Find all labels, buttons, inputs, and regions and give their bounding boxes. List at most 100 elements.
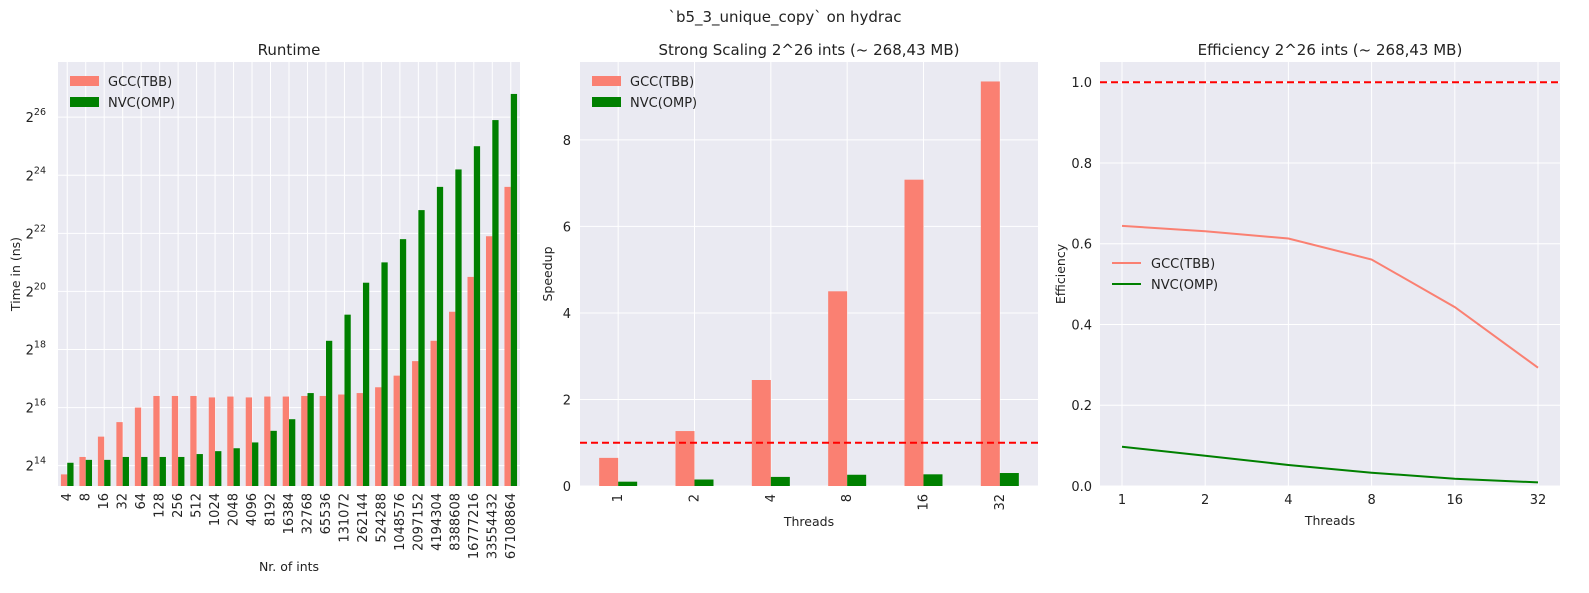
bar-gcc	[171, 395, 179, 486]
y-tick-label: 0.8	[1071, 157, 1092, 172]
bar-gcc	[227, 396, 234, 486]
y-tick-label: 0.4	[1071, 318, 1092, 333]
bar-nvc	[381, 262, 388, 486]
y-axis-label: Time in (ns)	[8, 237, 23, 312]
legend-label: GCC(TBB)	[1151, 257, 1215, 272]
bar-gcc	[116, 422, 123, 486]
bar-gcc	[264, 396, 271, 486]
y-tick-label: 4	[563, 307, 571, 322]
panel-title: Runtime	[258, 41, 321, 59]
bar-gcc	[751, 380, 771, 486]
x-tick-label: 16384	[282, 493, 297, 534]
x-tick-label: 2	[1201, 493, 1209, 508]
x-tick-label: 2097152	[411, 493, 426, 551]
bar-gcc	[301, 395, 308, 486]
x-tick-label: 524288	[374, 493, 389, 543]
legend-label: GCC(TBB)	[630, 75, 694, 90]
x-tick-label: 256	[171, 493, 186, 518]
bar-nvc	[362, 282, 370, 486]
x-tick-label: 1024	[208, 493, 223, 526]
bar-nvc	[196, 454, 203, 486]
x-axis-label: Nr. of ints	[259, 559, 319, 574]
bar-gcc	[412, 361, 419, 486]
bar-nvc	[85, 459, 93, 486]
bar-gcc	[190, 395, 197, 486]
x-tick-label: 4	[764, 494, 779, 502]
bar-nvc	[618, 481, 638, 486]
y-tick-label: 0.6	[1071, 238, 1092, 253]
y-axis-label: Efficiency	[1053, 243, 1068, 304]
x-tick-label: 32	[993, 494, 1008, 511]
x-tick-label: 1048576	[393, 493, 408, 551]
y-tick-label: 1.0	[1071, 76, 1092, 91]
bar-nvc	[178, 456, 185, 486]
x-tick-label: 4	[1284, 493, 1292, 508]
x-tick-label: 131072	[337, 493, 352, 543]
x-tick-label: 4	[60, 493, 75, 501]
x-tick-label: 2	[688, 494, 703, 502]
x-tick-label: 33554432	[485, 493, 500, 559]
legend-swatch	[592, 97, 621, 107]
bar-nvc	[252, 442, 259, 486]
x-tick-label: 65536	[319, 493, 334, 534]
bar-nvc	[999, 473, 1019, 486]
y-tick-label: 8	[563, 134, 571, 149]
bar-nvc	[215, 451, 222, 486]
legend-swatch	[70, 76, 99, 86]
bar-gcc	[449, 311, 456, 486]
bar-gcc	[599, 457, 619, 486]
panel-title: Strong Scaling 2^26 ints (~ 268,43 MB)	[659, 41, 960, 59]
bar-gcc	[245, 397, 253, 486]
bar-gcc	[153, 395, 160, 486]
x-tick-label: 16	[1447, 493, 1464, 508]
bar-gcc	[375, 387, 382, 486]
bar-nvc	[307, 393, 314, 486]
x-tick-label: 8	[1367, 493, 1375, 508]
y-tick-label: 0.0	[1071, 480, 1092, 495]
bar-nvc	[510, 93, 518, 487]
x-tick-label: 8388608	[448, 493, 463, 551]
y-tick-label: 220	[26, 281, 46, 300]
x-tick-label: 4096	[245, 493, 260, 526]
bar-gcc	[393, 375, 400, 486]
bar-nvc	[455, 169, 462, 486]
efficiency-panel: Efficiency 2^26 ints (~ 268,43 MB) 0.0 0.2…	[1053, 41, 1560, 528]
y-axis-label: Speedup	[540, 246, 555, 301]
x-tick-label: 16777216	[467, 493, 482, 559]
series-line-gcc	[1121, 224, 1539, 369]
x-tick-label: 67108864	[504, 493, 519, 559]
bar-gcc	[467, 276, 474, 486]
bar-nvc	[159, 456, 166, 486]
y-tick-label: 222	[26, 223, 46, 242]
bar-nvc	[233, 448, 240, 486]
speedup-panel: Strong Scaling 2^26 ints (~ 268,43 MB) 0 2…	[540, 41, 1038, 529]
x-axis-label: Threads	[1304, 513, 1355, 528]
bar-nvc	[473, 146, 481, 486]
bar-nvc	[492, 120, 499, 487]
bar-nvc	[694, 479, 714, 486]
bar-gcc	[282, 396, 289, 486]
x-tick-label: 512	[190, 493, 205, 518]
x-tick-label: 8	[79, 493, 94, 501]
figure-suptitle: `b5_3_unique_copy` on hydrac	[668, 8, 901, 27]
plot-area	[580, 62, 1038, 486]
x-tick-label: 16	[917, 494, 932, 511]
legend-label: GCC(TBB)	[108, 75, 172, 90]
y-tick-label: 218	[26, 340, 46, 359]
y-tick-label: 2	[563, 393, 571, 408]
bar-gcc	[904, 179, 924, 486]
bar-gcc	[356, 393, 363, 486]
bar-nvc	[325, 340, 333, 486]
x-tick-label: 64	[134, 493, 149, 510]
bar-gcc	[97, 436, 105, 486]
legend-swatch	[592, 76, 621, 86]
x-tick-label: 128	[153, 493, 168, 518]
bar-nvc	[104, 459, 111, 486]
plot-area	[1100, 62, 1560, 486]
x-tick-label: 32	[1530, 493, 1547, 508]
bar-nvc	[418, 210, 425, 486]
y-tick-label: 6	[563, 220, 571, 235]
x-tick-label: 2048	[227, 493, 242, 526]
